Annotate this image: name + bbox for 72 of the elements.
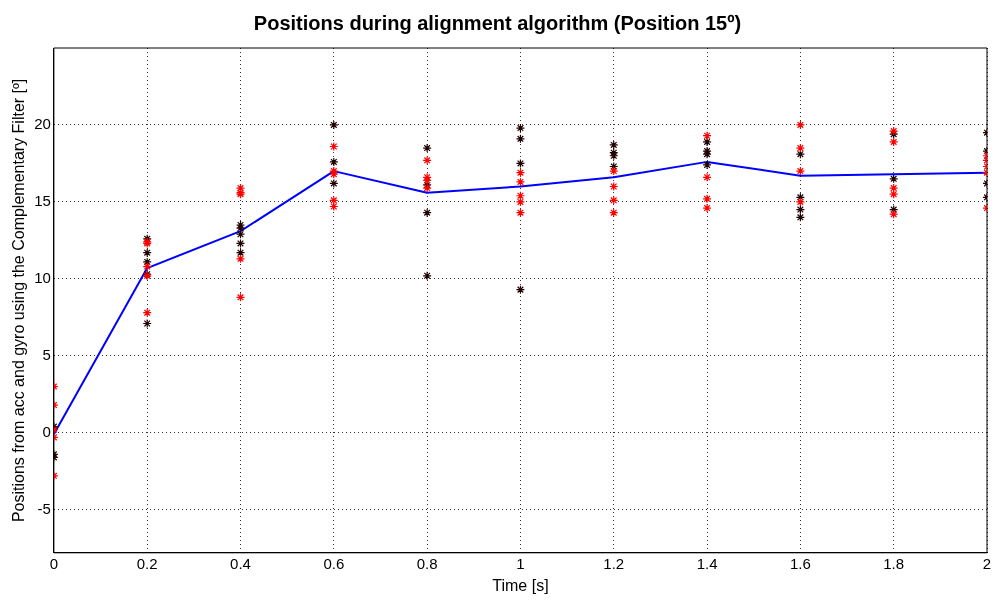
point (422, 208, 432, 218)
point (329, 157, 339, 167)
point (889, 183, 899, 193)
x-tick-label: 1.6 (789, 554, 811, 572)
point (142, 318, 152, 329)
y-tick-label: 10 (34, 268, 51, 286)
x-tick-label: 0.6 (323, 554, 345, 572)
point (795, 120, 805, 130)
x-tick-label: 1.2 (603, 554, 625, 572)
point (609, 166, 619, 176)
point (609, 181, 619, 192)
point (702, 194, 712, 204)
point (515, 123, 526, 133)
point (795, 205, 805, 215)
x-tick-label: 0.8 (416, 554, 438, 572)
point (515, 197, 526, 207)
point (795, 212, 805, 222)
point (889, 137, 899, 147)
y-tick-label: 20 (34, 115, 51, 133)
point (702, 160, 712, 170)
point (329, 120, 339, 130)
point (142, 257, 152, 267)
point (142, 261, 152, 272)
point (702, 137, 712, 147)
point (515, 191, 526, 201)
point (422, 143, 432, 153)
point (235, 292, 246, 302)
point (515, 158, 526, 169)
y-axis-title: Positions from acc and gyro using the Complementary Filter [º] (10, 78, 28, 523)
point (609, 195, 619, 205)
point (422, 155, 432, 165)
y-tick-label: -5 (37, 499, 51, 517)
point (795, 192, 805, 202)
x-tick-label: 2 (982, 554, 992, 572)
point (142, 308, 152, 318)
point (329, 201, 339, 212)
point (235, 248, 246, 258)
x-tick-label: 1 (516, 554, 525, 572)
point (795, 143, 805, 153)
point (515, 168, 526, 178)
point (889, 174, 899, 184)
point (515, 208, 526, 218)
x-axis-title: Time [s] (492, 576, 549, 594)
point (795, 149, 805, 159)
point (702, 172, 712, 182)
point (702, 131, 712, 141)
point (515, 285, 526, 295)
point (609, 208, 619, 218)
x-tick-label: 0.4 (230, 554, 251, 572)
x-tick-label: 1.4 (696, 554, 718, 572)
point (515, 177, 526, 187)
point (515, 134, 526, 144)
x-tick-label: 0.2 (136, 554, 158, 572)
point (889, 189, 899, 199)
point (795, 166, 805, 176)
point (329, 178, 339, 189)
y-tick-label: 0 (42, 422, 51, 440)
point (235, 229, 246, 239)
point (329, 141, 339, 152)
x-tick-label: 1.8 (883, 554, 905, 572)
point (235, 238, 246, 249)
y-tick-label: 15 (34, 192, 51, 210)
point (609, 140, 619, 150)
point (795, 197, 805, 207)
point (329, 195, 339, 205)
point (889, 209, 899, 219)
point (235, 254, 246, 264)
point (142, 248, 152, 258)
point (422, 271, 432, 281)
chart-title: Positions during alignment algorithm (Position 15º) (253, 11, 742, 34)
point (702, 203, 712, 213)
y-tick-label: 5 (42, 345, 51, 363)
